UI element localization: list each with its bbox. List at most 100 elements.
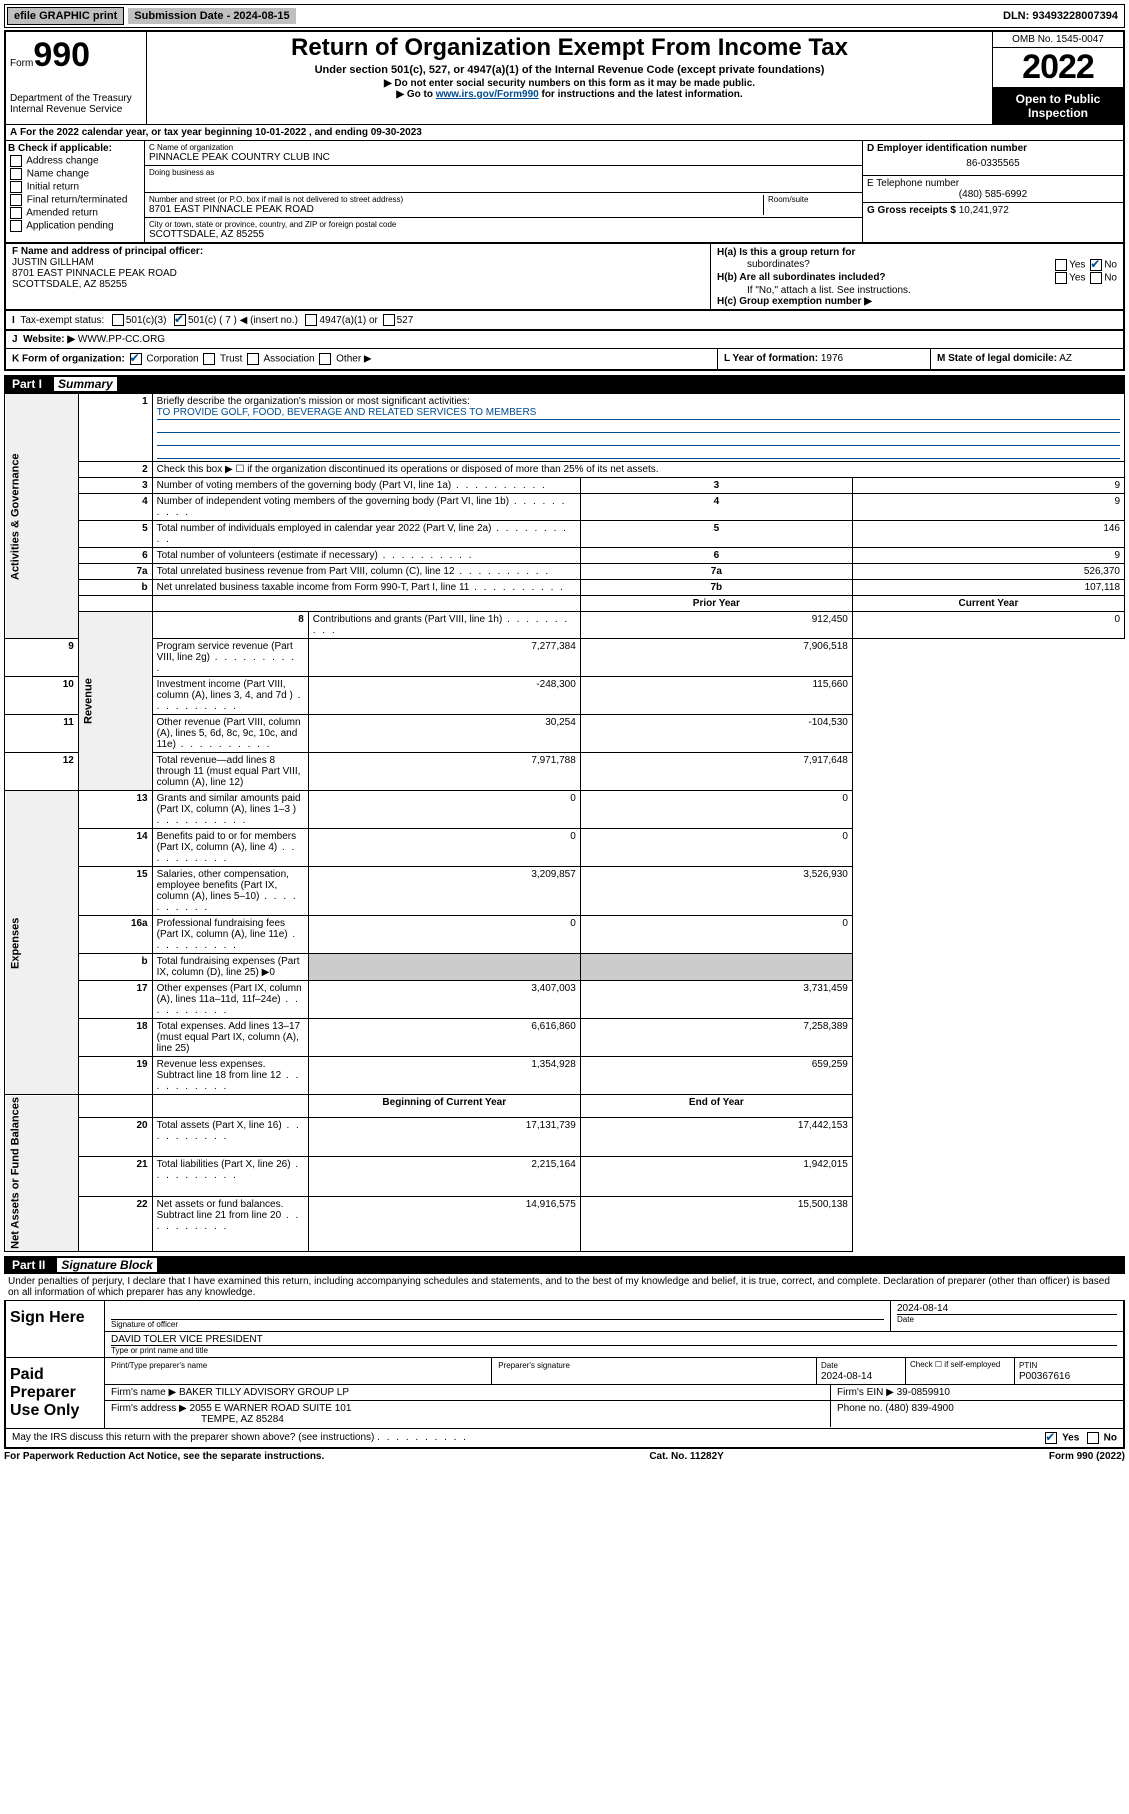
chk-4947[interactable] [305, 314, 317, 326]
section-activities-governance: Activities & Governance [5, 394, 79, 639]
perjury-declaration: Under penalties of perjury, I declare th… [4, 1274, 1125, 1300]
line7b-text: Net unrelated business taxable income fr… [152, 580, 580, 596]
chk-discuss-no[interactable] [1087, 1432, 1099, 1444]
section-revenue: Revenue [78, 612, 152, 791]
open-to-public: Open to Public Inspection [993, 88, 1123, 124]
ptin-value: P00367616 [1019, 1371, 1070, 1382]
line7b-value: 107,118 [852, 580, 1124, 596]
part2-label: Part II [12, 1258, 45, 1272]
paid-preparer-label: Paid Preparer Use Only [6, 1358, 105, 1428]
line8-current: 0 [852, 612, 1124, 639]
chk-application-pending[interactable]: Application pending [8, 220, 142, 232]
chk-527[interactable] [383, 314, 395, 326]
part2-header: Part II Signature Block [4, 1256, 1125, 1274]
box-i: I Tax-exempt status: 501(c)(3) 501(c) ( … [4, 311, 1125, 331]
line1-text: Briefly describe the organization's miss… [157, 396, 470, 407]
current-year-hdr: Current Year [852, 596, 1124, 612]
signature-block: Sign Here Signature of officer 2024-08-1… [4, 1300, 1125, 1449]
principal-officer-name: JUSTIN GILLHAM [12, 257, 94, 268]
prep-date-label: Date [821, 1361, 838, 1370]
irs-label: Internal Revenue Service [10, 104, 142, 115]
box-m: M State of legal domicile: AZ [930, 349, 1123, 369]
city-value: SCOTTSDALE, AZ 85255 [149, 229, 858, 240]
chk-trust[interactable] [203, 353, 215, 365]
self-employed-label: Check ☐ if self-employed [905, 1358, 1014, 1384]
principal-officer-row: F Name and address of principal officer:… [4, 244, 1125, 311]
form-ref: Form 990 (2022) [1049, 1451, 1125, 1462]
line3-value: 9 [852, 478, 1124, 494]
irs-form990-link[interactable]: www.irs.gov/Form990 [436, 89, 539, 100]
form-header: Form990 Department of the Treasury Inter… [4, 30, 1125, 124]
ein-label: D Employer identification number [867, 143, 1027, 154]
line8-prior: 912,450 [580, 612, 852, 639]
chk-amended[interactable]: Amended return [8, 207, 142, 219]
city-label: City or town, state or province, country… [149, 220, 858, 229]
catalog-number: Cat. No. 11282Y [649, 1451, 723, 1462]
chk-501c7[interactable] [174, 314, 186, 326]
firm-addr1: 2055 E WARNER ROAD SUITE 101 [190, 1403, 352, 1414]
line14-text: Benefits paid to or for members (Part IX… [152, 829, 308, 867]
part1-header: Part I Summary [4, 375, 1125, 393]
chk-discuss-yes[interactable] [1045, 1432, 1057, 1444]
line12-text: Total revenue—add lines 8 through 11 (mu… [152, 753, 308, 791]
dln-label: DLN: 93493228007394 [1003, 10, 1122, 22]
dba-label: Doing business as [149, 168, 858, 177]
firm-name-value: BAKER TILLY ADVISORY GROUP LP [179, 1387, 349, 1398]
line11-text: Other revenue (Part VIII, column (A), li… [152, 715, 308, 753]
chk-hb-no[interactable] [1090, 272, 1102, 284]
line15-text: Salaries, other compensation, employee b… [152, 867, 308, 916]
prep-sig-label: Preparer's signature [498, 1361, 570, 1370]
form-title: Return of Organization Exempt From Incom… [153, 34, 986, 62]
box-h: H(a) Is this a group return for subordin… [711, 244, 1123, 309]
box-l: L Year of formation: 1976 [717, 349, 930, 369]
chk-501c3[interactable] [112, 314, 124, 326]
chk-corp[interactable] [130, 353, 142, 365]
line-a-tax-year: A For the 2022 calendar year, or tax yea… [4, 124, 1125, 140]
line6-value: 9 [852, 548, 1124, 564]
prior-year-hdr: Prior Year [580, 596, 852, 612]
box-b: B Check if applicable: Address change Na… [6, 141, 145, 242]
chk-initial-return[interactable]: Initial return [8, 181, 142, 193]
begin-year-hdr: Beginning of Current Year [308, 1095, 580, 1118]
suite-label: Room/suite [768, 195, 858, 204]
omb-number: OMB No. 1545-0047 [993, 32, 1123, 48]
end-year-hdr: End of Year [580, 1095, 852, 1118]
tax-exempt-label: Tax-exempt status: [20, 315, 104, 326]
chk-assoc[interactable] [247, 353, 259, 365]
section-net-assets: Net Assets or Fund Balances [5, 1095, 79, 1252]
officer-name-label: Type or print name and title [111, 1345, 1117, 1355]
chk-other[interactable] [319, 353, 331, 365]
form-of-org-label: K Form of organization: [12, 354, 125, 365]
pra-notice: For Paperwork Reduction Act Notice, see … [4, 1451, 324, 1462]
mission-text: TO PROVIDE GOLF, FOOD, BEVERAGE AND RELA… [157, 407, 1120, 420]
box-defg: D Employer identification number 86-0335… [862, 141, 1123, 242]
chk-final-return[interactable]: Final return/terminated [8, 194, 142, 206]
line5-text: Total number of individuals employed in … [152, 521, 580, 548]
street-value: 8701 EAST PINNACLE PEAK ROAD [149, 204, 763, 215]
line4-text: Number of independent voting members of … [152, 494, 580, 521]
identity-block: B Check if applicable: Address change Na… [4, 140, 1125, 244]
summary-table: Activities & Governance 1 Briefly descri… [4, 393, 1125, 1252]
gross-receipts-value: 10,241,972 [959, 205, 1009, 216]
chk-name-change[interactable]: Name change [8, 168, 142, 180]
principal-officer-addr2: SCOTTSDALE, AZ 85255 [12, 279, 127, 290]
chk-ha-yes[interactable] [1055, 259, 1067, 271]
line19-text: Revenue less expenses. Subtract line 18 … [152, 1057, 308, 1095]
header-title-block: Return of Organization Exempt From Incom… [147, 32, 992, 124]
line22-text: Net assets or fund balances. Subtract li… [152, 1196, 308, 1251]
line13-text: Grants and similar amounts paid (Part IX… [152, 791, 308, 829]
chk-hb-yes[interactable] [1055, 272, 1067, 284]
box-klm: K Form of organization: Corporation Trus… [4, 349, 1125, 371]
sig-date-value: 2024-08-14 [897, 1303, 1117, 1314]
ptin-label: PTIN [1019, 1361, 1037, 1370]
street-label: Number and street (or P.O. box if mail i… [149, 195, 763, 204]
chk-ha-no[interactable] [1090, 259, 1102, 271]
line17-text: Other expenses (Part IX, column (A), lin… [152, 981, 308, 1019]
line6-text: Total number of volunteers (estimate if … [152, 548, 580, 564]
line5-value: 146 [852, 521, 1124, 548]
line7a-text: Total unrelated business revenue from Pa… [152, 564, 580, 580]
part2-title: Signature Block [57, 1258, 156, 1272]
sig-officer-label: Signature of officer [111, 1319, 884, 1329]
efile-print-button[interactable]: efile GRAPHIC print [7, 7, 124, 25]
chk-address-change[interactable]: Address change [8, 155, 142, 167]
